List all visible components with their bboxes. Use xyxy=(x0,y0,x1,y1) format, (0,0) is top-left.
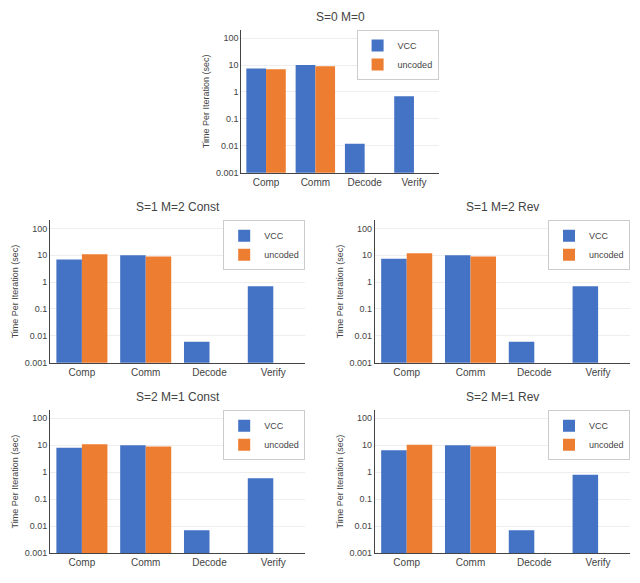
svg-text:Verify: Verify xyxy=(586,557,611,568)
svg-text:Time Per Iteration (sec): Time Per Iteration (sec) xyxy=(10,245,20,339)
svg-text:0.001: 0.001 xyxy=(25,358,48,368)
svg-text:Comp: Comp xyxy=(393,557,420,568)
svg-text:S=2 M=1 Const: S=2 M=1 Const xyxy=(136,390,220,404)
svg-text:100: 100 xyxy=(32,413,47,423)
svg-text:0.01: 0.01 xyxy=(30,521,48,531)
svg-text:1: 1 xyxy=(42,467,47,477)
svg-text:Decode: Decode xyxy=(347,177,382,188)
svg-text:0.001: 0.001 xyxy=(349,548,372,558)
svg-text:10: 10 xyxy=(37,250,47,260)
svg-text:10: 10 xyxy=(362,250,372,260)
svg-text:1: 1 xyxy=(367,277,372,287)
svg-text:0.1: 0.1 xyxy=(359,304,372,314)
svg-text:100: 100 xyxy=(32,224,47,234)
svg-text:Verify: Verify xyxy=(261,557,286,568)
svg-text:Verify: Verify xyxy=(401,177,426,188)
svg-text:Comp: Comp xyxy=(69,367,96,378)
svg-text:Comm: Comm xyxy=(131,367,160,378)
svg-text:10: 10 xyxy=(229,60,239,70)
svg-text:0.1: 0.1 xyxy=(35,304,48,314)
svg-text:Decode: Decode xyxy=(517,557,552,568)
svg-text:VCC: VCC xyxy=(264,231,284,241)
svg-text:S=2 M=1 Rev: S=2 M=1 Rev xyxy=(466,390,539,404)
svg-text:Time Per Iteration (sec): Time Per Iteration (sec) xyxy=(10,435,20,529)
svg-text:Comp: Comp xyxy=(69,557,96,568)
svg-text:0.001: 0.001 xyxy=(349,358,372,368)
svg-text:0.01: 0.01 xyxy=(30,331,48,341)
svg-text:Comm: Comm xyxy=(456,557,485,568)
svg-text:VCC: VCC xyxy=(589,231,609,241)
svg-text:100: 100 xyxy=(357,224,372,234)
svg-text:Comm: Comm xyxy=(456,367,485,378)
svg-text:uncoded: uncoded xyxy=(264,440,299,450)
svg-text:uncoded: uncoded xyxy=(589,440,624,450)
svg-text:S=0 M=0: S=0 M=0 xyxy=(316,10,365,24)
svg-text:Comm: Comm xyxy=(301,177,330,188)
svg-text:100: 100 xyxy=(357,413,372,423)
svg-text:Comm: Comm xyxy=(131,557,160,568)
svg-text:0.001: 0.001 xyxy=(25,548,48,558)
svg-text:Time Per Iteration (sec): Time Per Iteration (sec) xyxy=(335,245,345,339)
svg-text:S=1 M=2 Rev: S=1 M=2 Rev xyxy=(466,200,539,214)
svg-text:100: 100 xyxy=(224,33,239,43)
svg-text:1: 1 xyxy=(234,87,239,97)
svg-text:S=1 M=2 Const: S=1 M=2 Const xyxy=(136,200,220,214)
svg-text:Decode: Decode xyxy=(192,557,227,568)
svg-text:uncoded: uncoded xyxy=(589,250,624,260)
svg-text:Decode: Decode xyxy=(517,367,552,378)
svg-text:uncoded: uncoded xyxy=(398,60,433,70)
svg-text:10: 10 xyxy=(37,440,47,450)
svg-text:Comp: Comp xyxy=(253,177,280,188)
svg-text:1: 1 xyxy=(367,467,372,477)
svg-text:Comp: Comp xyxy=(393,367,420,378)
svg-text:Time Per Iteration (sec): Time Per Iteration (sec) xyxy=(201,55,211,149)
svg-text:VCC: VCC xyxy=(589,421,609,431)
svg-text:0.1: 0.1 xyxy=(359,494,372,504)
svg-text:Time Per Iteration (sec): Time Per Iteration (sec) xyxy=(335,435,345,529)
svg-text:Decode: Decode xyxy=(192,367,227,378)
svg-text:10: 10 xyxy=(362,440,372,450)
svg-text:0.01: 0.01 xyxy=(354,331,372,341)
svg-text:VCC: VCC xyxy=(264,421,284,431)
svg-text:0.01: 0.01 xyxy=(354,521,372,531)
svg-text:VCC: VCC xyxy=(398,41,418,51)
svg-text:0.01: 0.01 xyxy=(221,141,239,151)
svg-text:0.001: 0.001 xyxy=(216,168,239,178)
svg-text:uncoded: uncoded xyxy=(264,250,299,260)
svg-text:0.1: 0.1 xyxy=(226,114,239,124)
svg-text:0.1: 0.1 xyxy=(35,494,48,504)
svg-text:1: 1 xyxy=(42,277,47,287)
svg-text:Verify: Verify xyxy=(261,367,286,378)
svg-text:Verify: Verify xyxy=(586,367,611,378)
